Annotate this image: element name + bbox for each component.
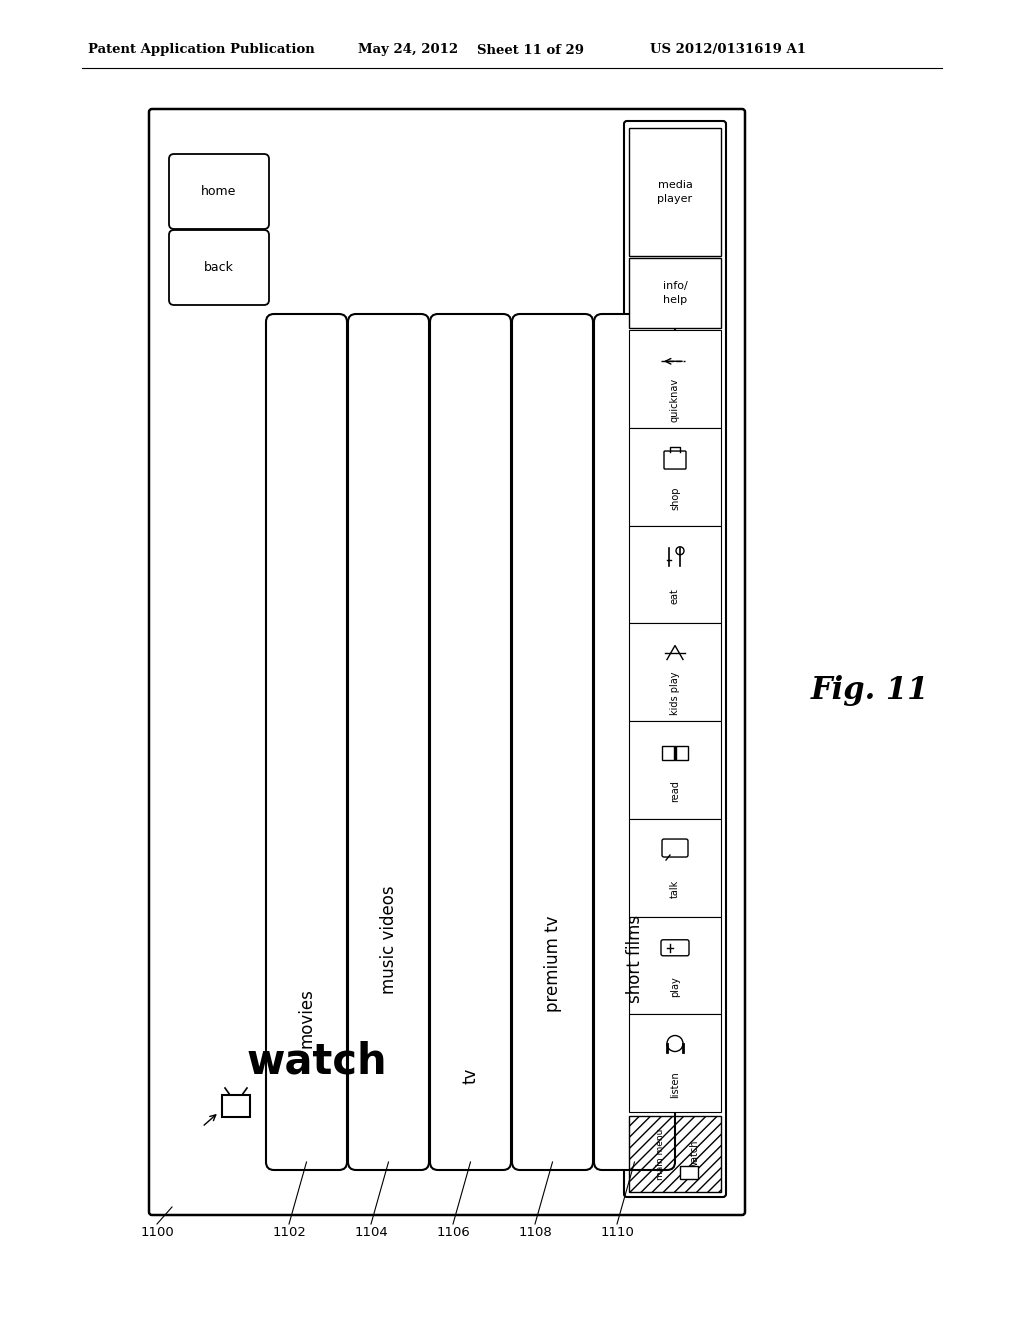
Text: home: home	[202, 185, 237, 198]
Text: premium tv: premium tv	[544, 916, 561, 1012]
Text: movies: movies	[298, 989, 315, 1048]
FancyBboxPatch shape	[512, 314, 593, 1170]
Text: media
player: media player	[657, 180, 692, 205]
Text: May 24, 2012: May 24, 2012	[358, 44, 458, 57]
FancyBboxPatch shape	[624, 121, 726, 1197]
Bar	[629, 428, 721, 525]
FancyBboxPatch shape	[150, 110, 745, 1214]
Text: 1106: 1106	[436, 1225, 470, 1238]
Text: short films: short films	[626, 915, 643, 1003]
Text: US 2012/0131619 A1: US 2012/0131619 A1	[650, 44, 806, 57]
FancyBboxPatch shape	[169, 230, 269, 305]
FancyBboxPatch shape	[594, 314, 675, 1170]
Text: watch: watch	[247, 1041, 388, 1082]
FancyBboxPatch shape	[430, 314, 511, 1170]
Bar	[676, 746, 688, 760]
Bar	[629, 1115, 721, 1192]
Text: 1100: 1100	[140, 1225, 174, 1238]
Bar	[629, 128, 721, 256]
Text: quicknav: quicknav	[670, 379, 680, 422]
Text: listen: listen	[670, 1072, 680, 1098]
Text: eat: eat	[670, 587, 680, 603]
Text: watch: watch	[689, 1139, 699, 1168]
Text: tv: tv	[462, 1068, 479, 1084]
Text: play: play	[670, 977, 680, 997]
Text: 1102: 1102	[272, 1225, 306, 1238]
Text: Sheet 11 of 29: Sheet 11 of 29	[477, 44, 584, 57]
Bar	[222, 1096, 250, 1117]
Bar	[629, 916, 721, 1014]
Bar	[629, 721, 721, 818]
Text: back: back	[204, 261, 233, 275]
Text: talk: talk	[670, 880, 680, 898]
Text: shop: shop	[670, 486, 680, 510]
Text: 1104: 1104	[354, 1225, 388, 1238]
Bar	[629, 257, 721, 327]
Text: read: read	[670, 780, 680, 803]
Text: Patent Application Publication: Patent Application Publication	[88, 44, 314, 57]
Text: 1108: 1108	[518, 1225, 552, 1238]
Text: music videos: music videos	[380, 886, 397, 994]
Bar	[680, 1166, 697, 1179]
Text: main menu: main menu	[656, 1129, 666, 1180]
Bar	[662, 746, 674, 760]
Bar	[629, 330, 721, 428]
Bar	[629, 818, 721, 916]
Text: kids play: kids play	[670, 672, 680, 715]
Bar	[629, 623, 721, 721]
FancyBboxPatch shape	[169, 154, 269, 228]
Bar	[629, 525, 721, 623]
FancyBboxPatch shape	[348, 314, 429, 1170]
Text: 1110: 1110	[600, 1225, 634, 1238]
Text: Fig. 11: Fig. 11	[811, 675, 929, 705]
FancyBboxPatch shape	[266, 314, 347, 1170]
Bar	[629, 1014, 721, 1111]
Text: info/
help: info/ help	[663, 281, 687, 305]
